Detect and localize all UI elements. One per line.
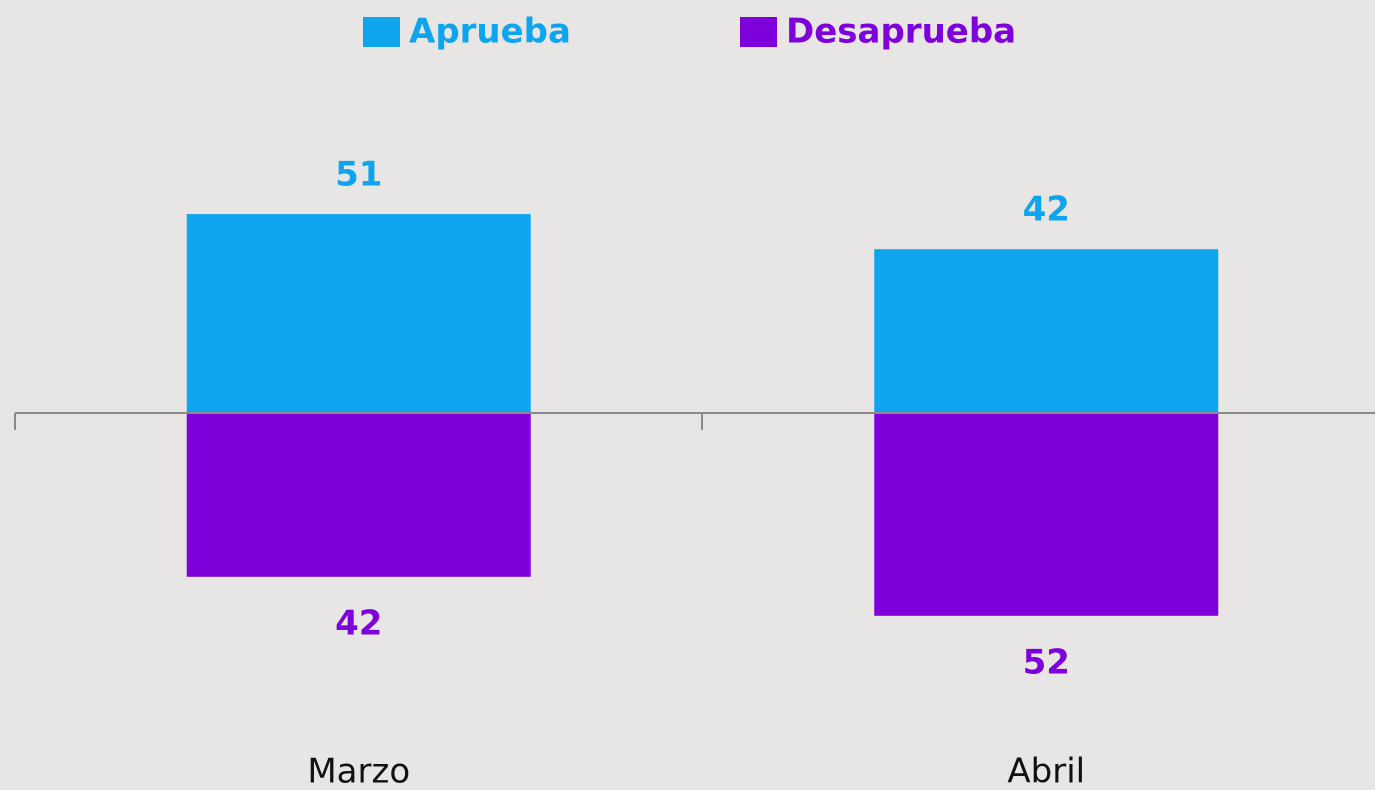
bar [874, 413, 1219, 616]
legend-swatch [740, 17, 777, 47]
x-tick-label: Marzo [307, 752, 410, 790]
legend-label: Desaprueba [786, 12, 1016, 52]
bar [186, 214, 531, 413]
data-label: 42 [1023, 190, 1070, 230]
data-label: 51 [335, 155, 382, 195]
bars [186, 214, 1219, 616]
legend: Aprueba Desaprueba [363, 12, 1016, 52]
data-label: 52 [1023, 642, 1070, 682]
legend-label: Aprueba [409, 12, 571, 52]
bar [874, 249, 1219, 413]
legend-swatch [363, 17, 400, 47]
x-tick-label: Abril [1007, 752, 1085, 790]
data-label: 42 [335, 603, 382, 643]
bar [186, 413, 531, 577]
